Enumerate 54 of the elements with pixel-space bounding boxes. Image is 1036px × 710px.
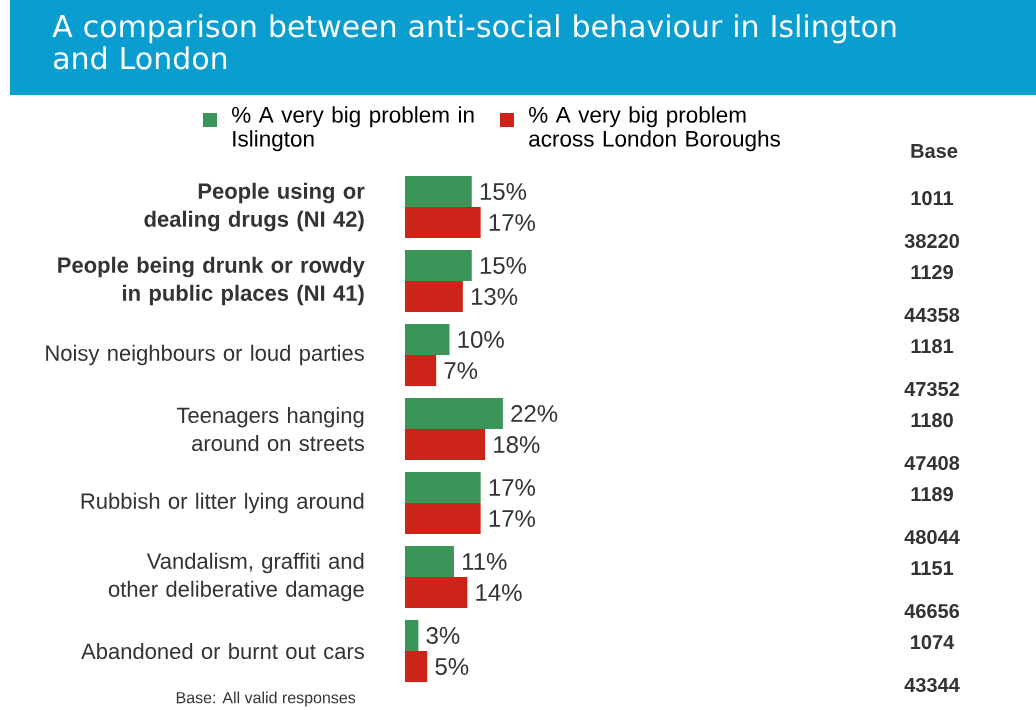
text: 1129 [911,265,953,280]
y-tick-label: Noisy neighbours or loud parties [46,344,364,366]
data-label: 7% [444,362,478,379]
y-tick-label: Rubbish or litter lying around [81,492,364,514]
data-label: 11% [462,553,507,570]
data-label: 18% [494,436,540,454]
bar [405,207,481,239]
data-label: 17% [489,479,536,496]
bar [405,651,428,683]
bar [405,545,454,578]
text: 1180 [911,413,953,428]
y-tick-label: Abandoned or burnt out cars [81,642,364,660]
y-tick-label: Vandalism, graffiti and other deliberative damage [108,552,364,602]
data-label: 17% [489,214,536,231]
bar [405,249,472,282]
data-label: 17% [489,510,536,527]
text: 43344 [904,677,960,693]
text: 1074 [911,635,955,650]
text: 1151 [911,561,954,576]
bar [405,471,481,504]
y-tick-label: People using or dealing drugs (NI 42) [144,182,365,232]
data-label: 15% [480,183,527,200]
data-label: 3% [426,626,460,644]
bar [405,281,463,313]
bar [405,397,503,430]
text: 1181 [911,339,954,354]
data-label: 14% [476,584,522,601]
text: Base [911,144,958,158]
text: Base: All valid responses [176,691,356,707]
bar [405,429,486,461]
data-label: 22% [511,405,558,422]
text: 44358 [904,307,960,323]
text: 1189 [911,487,953,502]
y-tick-label: Teenagers hanging around on streets [176,406,364,452]
bar [405,175,472,208]
text: 46656 [904,603,960,619]
data-label: 10% [458,330,504,348]
bar [405,619,419,652]
text: 47408 [904,455,960,471]
y-tick-label: People being drunk or rowdy in public places (NI 41) [58,256,365,306]
chart-title: A comparison between anti-social behaviour in Islington and London [52,14,896,70]
bar [405,503,481,535]
data-label: 13% [471,288,518,306]
text: 48044 [904,529,960,545]
data-label: 15% [480,257,527,274]
legend-label: % A very big problem in Islington [232,106,474,152]
data-label: 5% [435,658,469,675]
text: 47352 [904,381,959,397]
text: 38220 [904,233,959,249]
text: 1011 [911,191,954,206]
bar [405,323,450,356]
bar [405,355,437,387]
bar [405,577,468,609]
legend-label: % A very big problem across London Boroughs [529,106,781,152]
